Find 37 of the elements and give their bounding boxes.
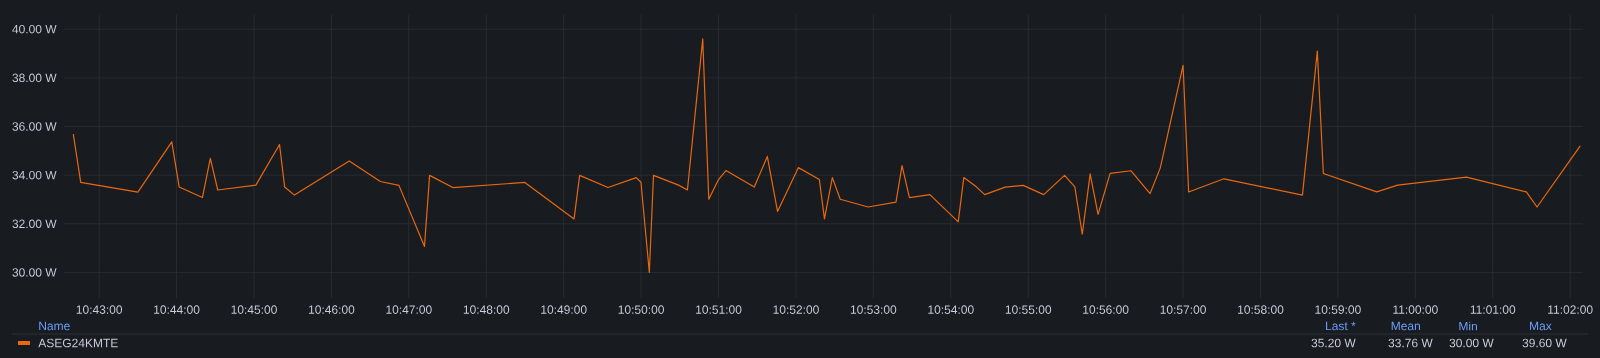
- y-tick-label: 36.00 W: [12, 122, 57, 131]
- y-tick-label: 34.00 W: [12, 170, 57, 180]
- x-tick-label: 10:58:00: [1238, 305, 1284, 314]
- x-tick-label: 10:59:00: [1315, 305, 1361, 314]
- text: Mean: [1391, 321, 1420, 331]
- x-tick-label: 10:50:00: [618, 305, 664, 314]
- x-tick-label: 10:49:00: [541, 305, 587, 314]
- text: Last *: [1326, 321, 1356, 331]
- text: 30.00 W: [1449, 338, 1494, 348]
- x-tick-label: 10:52:00: [773, 305, 819, 314]
- x-tick-label: 10:47:00: [386, 305, 432, 314]
- x-tick-label: 10:53:00: [850, 305, 897, 314]
- x-tick-label: 10:51:00: [696, 305, 742, 314]
- x-tick-label: 10:46:00: [309, 305, 355, 314]
- x-tick-label: 10:54:00: [928, 305, 974, 314]
- y-tick-label: 32.00 W: [12, 219, 57, 229]
- text: Max: [1530, 321, 1552, 331]
- x-tick-label: 11:02:00: [1548, 305, 1593, 314]
- text: 33.76 W: [1388, 338, 1433, 348]
- legend-label: ASEG24KMTE: [38, 338, 118, 348]
- x-tick-label: 10:43:00: [76, 305, 123, 314]
- y-tick-label: 30.00 W: [12, 268, 57, 277]
- text: 39.60 W: [1522, 338, 1567, 348]
- text: Min: [1459, 321, 1477, 331]
- x-tick-label: 10:45:00: [231, 305, 277, 314]
- line-series: [72, 38, 1581, 274]
- x-tick-label: 10:56:00: [1083, 305, 1129, 314]
- text: 35.20 W: [1311, 338, 1356, 348]
- y-tick-label: 40.00 W: [12, 24, 57, 34]
- x-tick-label: 10:44:00: [154, 305, 200, 314]
- x-tick-label: 10:48:00: [463, 305, 510, 314]
- x-tick-label: 10:55:00: [1005, 305, 1052, 314]
- text: Name: [39, 321, 70, 331]
- x-tick-label: 10:57:00: [1160, 305, 1206, 314]
- x-tick-label: 11:00:00: [1393, 305, 1438, 314]
- y-tick-label: 38.00 W: [12, 73, 57, 83]
- x-tick-label: 11:01:00: [1470, 305, 1516, 314]
